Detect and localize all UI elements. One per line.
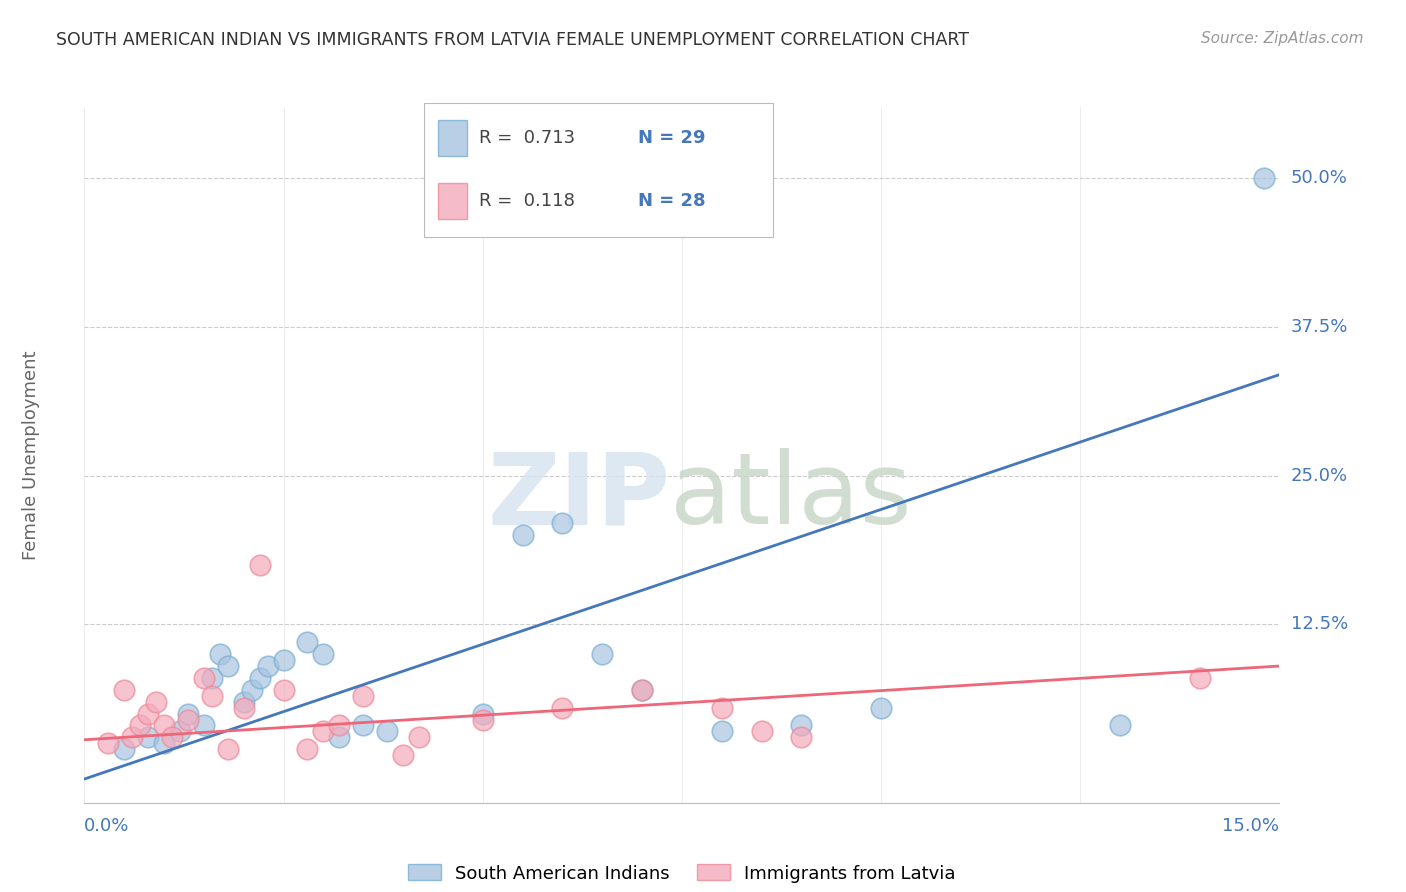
Point <box>160 731 183 745</box>
Point <box>312 724 335 739</box>
Text: ZIP: ZIP <box>486 448 669 545</box>
Point <box>751 724 773 739</box>
Point <box>297 742 319 756</box>
Point <box>328 731 350 745</box>
Point <box>136 706 159 721</box>
Point <box>256 659 278 673</box>
Point <box>790 731 813 745</box>
Text: atlas: atlas <box>669 448 911 545</box>
Text: R =  0.118: R = 0.118 <box>479 192 575 210</box>
Point <box>352 718 374 732</box>
Point <box>232 695 254 709</box>
Point <box>870 700 893 714</box>
Point <box>631 682 654 697</box>
Legend: South American Indians, Immigrants from Latvia: South American Indians, Immigrants from … <box>401 857 963 889</box>
Point <box>208 647 231 661</box>
Text: N = 29: N = 29 <box>638 129 706 147</box>
Point <box>153 736 176 750</box>
Point <box>273 682 295 697</box>
Text: SOUTH AMERICAN INDIAN VS IMMIGRANTS FROM LATVIA FEMALE UNEMPLOYMENT CORRELATION : SOUTH AMERICAN INDIAN VS IMMIGRANTS FROM… <box>56 31 969 49</box>
Point <box>471 713 494 727</box>
Point <box>232 700 254 714</box>
Point <box>631 682 654 697</box>
Text: Female Unemployment: Female Unemployment <box>21 351 39 559</box>
Point <box>249 671 271 685</box>
Point <box>297 635 319 649</box>
Text: N = 28: N = 28 <box>638 192 706 210</box>
Point <box>312 647 335 661</box>
Point <box>1188 671 1211 685</box>
Point <box>177 713 200 727</box>
Point <box>1109 718 1132 732</box>
Point <box>193 718 215 732</box>
Point <box>193 671 215 685</box>
Point <box>249 558 271 572</box>
Point <box>136 731 159 745</box>
Text: R =  0.713: R = 0.713 <box>479 129 575 147</box>
Point <box>710 700 733 714</box>
Point <box>153 718 176 732</box>
Point <box>408 731 430 745</box>
Point <box>328 718 350 732</box>
Point <box>512 528 534 542</box>
Text: 37.5%: 37.5% <box>1291 318 1348 336</box>
Text: 25.0%: 25.0% <box>1291 467 1348 484</box>
Point <box>112 742 135 756</box>
Point <box>177 706 200 721</box>
Text: 12.5%: 12.5% <box>1291 615 1348 633</box>
Point <box>375 724 398 739</box>
Point <box>112 682 135 697</box>
Point <box>591 647 613 661</box>
Text: 15.0%: 15.0% <box>1222 817 1279 835</box>
Point <box>551 516 574 531</box>
Point <box>392 748 415 763</box>
Point <box>240 682 263 697</box>
Point <box>273 653 295 667</box>
Text: Source: ZipAtlas.com: Source: ZipAtlas.com <box>1201 31 1364 46</box>
Point <box>790 718 813 732</box>
Point <box>217 742 239 756</box>
Point <box>129 718 152 732</box>
Point <box>169 724 191 739</box>
Point <box>217 659 239 673</box>
Text: 0.0%: 0.0% <box>84 817 129 835</box>
Point <box>710 724 733 739</box>
Point <box>551 700 574 714</box>
Point <box>352 689 374 703</box>
Point <box>121 731 143 745</box>
Point <box>97 736 120 750</box>
Point <box>201 689 224 703</box>
Text: 50.0%: 50.0% <box>1291 169 1347 187</box>
Point <box>1253 171 1275 186</box>
Point <box>471 706 494 721</box>
Point <box>201 671 224 685</box>
Point <box>145 695 167 709</box>
